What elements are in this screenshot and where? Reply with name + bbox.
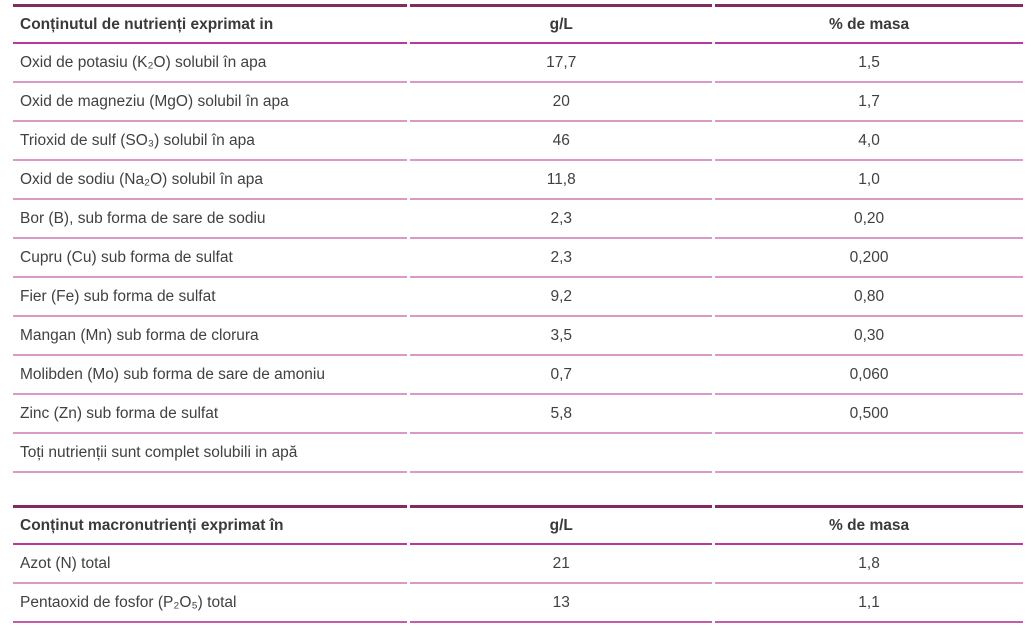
pct-value-cell: 0,200 bbox=[715, 239, 1023, 278]
gl-value-cell: 21 bbox=[410, 545, 713, 584]
table-row: Mangan (Mn) sub forma de clorura 3,5 0,3… bbox=[13, 317, 1023, 356]
table-header-row: Conținut macronutrienți exprimat în g/L … bbox=[13, 505, 1023, 545]
nutrient-label-cell: Azot (N) total bbox=[13, 545, 408, 584]
pct-value-cell: 1,0 bbox=[715, 161, 1023, 200]
macronutrients-table: Conținut macronutrienți exprimat în g/L … bbox=[10, 505, 1026, 623]
table-row: Oxid de magneziu (MgO) solubil în apa 20… bbox=[13, 83, 1023, 122]
table-row: Cupru (Cu) sub forma de sulfat 2,3 0,200 bbox=[13, 239, 1023, 278]
gl-value-cell: 20 bbox=[410, 83, 713, 122]
table-footnote-row: Toți nutrienții sunt complet solubili in… bbox=[13, 434, 1023, 473]
micronutrients-header-gl: g/L bbox=[410, 4, 713, 44]
table-row: Bor (B), sub forma de sare de sodiu 2,3 … bbox=[13, 200, 1023, 239]
gl-value-cell: 2,3 bbox=[410, 200, 713, 239]
gl-value-cell bbox=[410, 434, 713, 473]
pct-value-cell: 1,5 bbox=[715, 44, 1023, 83]
macronutrients-header-gl: g/L bbox=[410, 505, 713, 545]
nutrient-label-cell: Oxid de sodiu (Na₂O) solubil în apa bbox=[13, 161, 408, 200]
micronutrients-header-title: Conținutul de nutrienți exprimat in bbox=[13, 4, 408, 44]
pct-value-cell: 0,30 bbox=[715, 317, 1023, 356]
nutrient-label-cell: Zinc (Zn) sub forma de sulfat bbox=[13, 395, 408, 434]
table-row: Molibden (Mo) sub forma de sare de amoni… bbox=[13, 356, 1023, 395]
gl-value-cell: 5,8 bbox=[410, 395, 713, 434]
micronutrients-header-pct: % de masa bbox=[715, 4, 1023, 44]
table-row: Azot (N) total 21 1,8 bbox=[13, 545, 1023, 584]
nutrient-label-cell: Cupru (Cu) sub forma de sulfat bbox=[13, 239, 408, 278]
table-row: Oxid de potasiu (K₂O) solubil în apa 17,… bbox=[13, 44, 1023, 83]
nutrient-label-cell: Molibden (Mo) sub forma de sare de amoni… bbox=[13, 356, 408, 395]
table-row: Fier (Fe) sub forma de sulfat 9,2 0,80 bbox=[13, 278, 1023, 317]
gl-value-cell: 11,8 bbox=[410, 161, 713, 200]
gl-value-cell: 2,3 bbox=[410, 239, 713, 278]
pct-value-cell: 0,500 bbox=[715, 395, 1023, 434]
nutrient-label-cell: Trioxid de sulf (SO₃) solubil în apa bbox=[13, 122, 408, 161]
table-header-row: Conținutul de nutrienți exprimat in g/L … bbox=[13, 4, 1023, 44]
pct-value-cell: 0,060 bbox=[715, 356, 1023, 395]
nutrient-label-cell: Mangan (Mn) sub forma de clorura bbox=[13, 317, 408, 356]
table-row: Oxid de sodiu (Na₂O) solubil în apa 11,8… bbox=[13, 161, 1023, 200]
pct-value-cell: 1,8 bbox=[715, 545, 1023, 584]
solubility-note: Toți nutrienții sunt complet solubili in… bbox=[13, 434, 408, 473]
gl-value-cell: 0,7 bbox=[410, 356, 713, 395]
gl-value-cell: 46 bbox=[410, 122, 713, 161]
pct-value-cell: 1,7 bbox=[715, 83, 1023, 122]
gl-value-cell: 17,7 bbox=[410, 44, 713, 83]
nutrient-label-cell: Bor (B), sub forma de sare de sodiu bbox=[13, 200, 408, 239]
pct-value-cell bbox=[715, 434, 1023, 473]
pct-value-cell: 1,1 bbox=[715, 584, 1023, 623]
nutrient-label-cell: Pentaoxid de fosfor (P₂O₅) total bbox=[13, 584, 408, 623]
nutrient-label-cell: Oxid de potasiu (K₂O) solubil în apa bbox=[13, 44, 408, 83]
macronutrients-header-title: Conținut macronutrienți exprimat în bbox=[13, 505, 408, 545]
macronutrients-header-pct: % de masa bbox=[715, 505, 1023, 545]
pct-value-cell: 4,0 bbox=[715, 122, 1023, 161]
table-row: Trioxid de sulf (SO₃) solubil în apa 46 … bbox=[13, 122, 1023, 161]
table-row: Pentaoxid de fosfor (P₂O₅) total 13 1,1 bbox=[13, 584, 1023, 623]
table-row: Zinc (Zn) sub forma de sulfat 5,8 0,500 bbox=[13, 395, 1023, 434]
nutrient-label-cell: Oxid de magneziu (MgO) solubil în apa bbox=[13, 83, 408, 122]
nutrient-label-cell: Fier (Fe) sub forma de sulfat bbox=[13, 278, 408, 317]
gl-value-cell: 3,5 bbox=[410, 317, 713, 356]
gl-value-cell: 13 bbox=[410, 584, 713, 623]
micronutrients-table: Conținutul de nutrienți exprimat in g/L … bbox=[10, 4, 1026, 473]
gl-value-cell: 9,2 bbox=[410, 278, 713, 317]
pct-value-cell: 0,80 bbox=[715, 278, 1023, 317]
pct-value-cell: 0,20 bbox=[715, 200, 1023, 239]
